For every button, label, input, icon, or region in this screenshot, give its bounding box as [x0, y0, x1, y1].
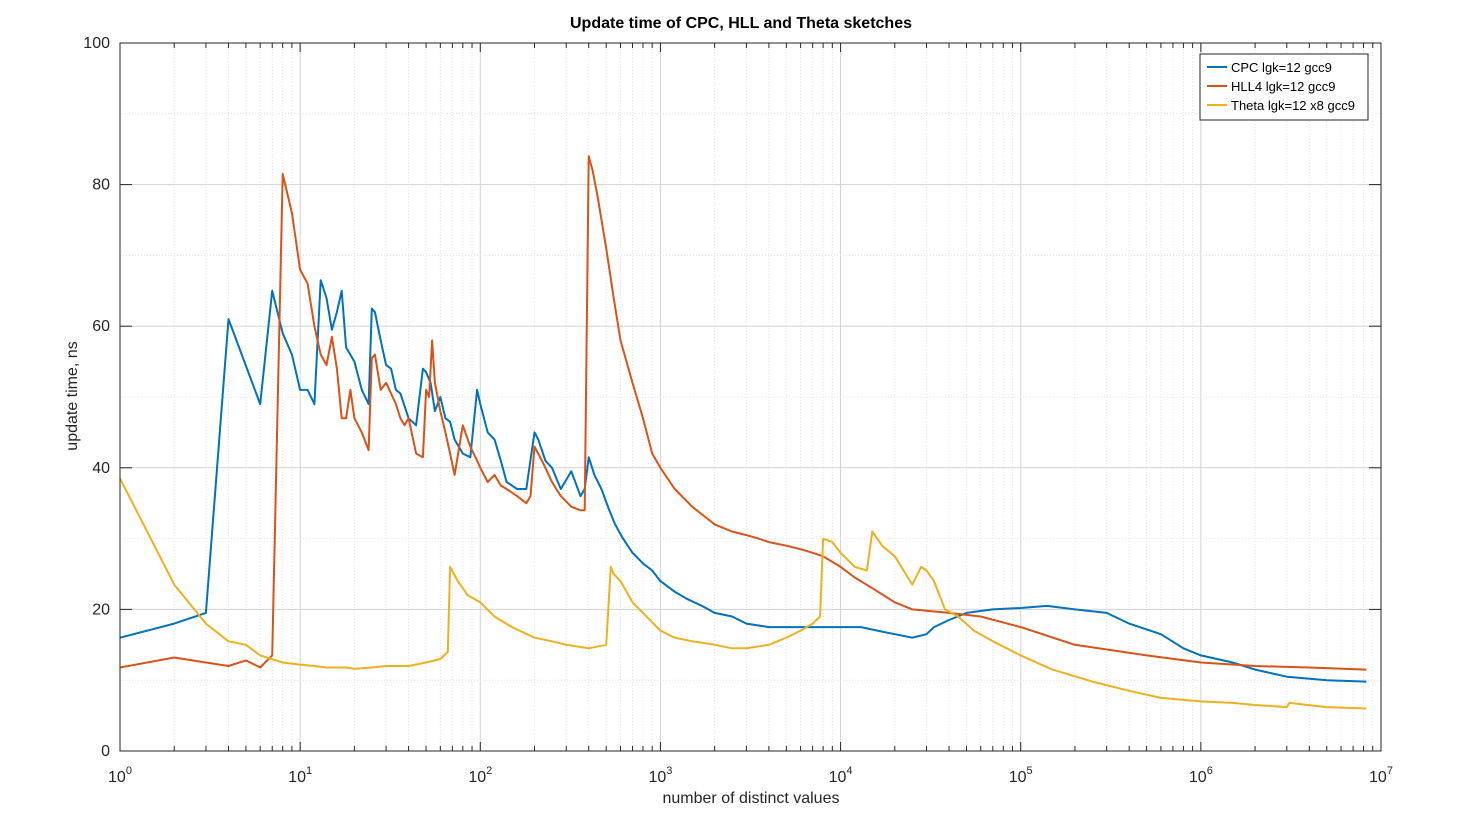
x-tick-label-base: 10 [468, 769, 486, 786]
x-tick-label-base: 10 [1189, 769, 1207, 786]
x-tick-label: 101 [288, 765, 312, 786]
x-tick-label-exponent: 6 [1207, 765, 1213, 777]
x-tick-label: 106 [1189, 765, 1213, 786]
x-tick-label-exponent: 5 [1027, 765, 1033, 777]
legend-label: HLL4 lgk=12 gcc9 [1231, 79, 1335, 94]
x-tick-label: 102 [468, 765, 492, 786]
y-axis-label: update time, ns [64, 341, 81, 450]
ticks [120, 43, 1381, 751]
x-tick-label: 105 [1009, 765, 1033, 786]
series-line-3 [119, 477, 1367, 710]
x-tick-label: 103 [648, 765, 672, 786]
x-tick-label: 100 [108, 765, 132, 786]
x-tick-label-base: 10 [288, 769, 306, 786]
x-tick-label-exponent: 0 [126, 765, 132, 777]
legend: CPC lgk=12 gcc9 HLL4 lgk=12 gcc9 Theta lgk… [1199, 53, 1369, 121]
x-tick-label-base: 10 [829, 769, 847, 786]
y-tick-label: 80 [92, 177, 110, 194]
x-tick-label-base: 10 [1369, 769, 1387, 786]
series-line-1 [119, 279, 1367, 683]
x-tick-label: 104 [829, 765, 853, 786]
y-tick-label: 20 [92, 601, 110, 618]
x-tick-label-base: 10 [108, 769, 126, 786]
x-tick-label-exponent: 7 [1387, 765, 1393, 777]
y-tick-label: 60 [92, 318, 110, 335]
series-line-2 [119, 155, 1367, 671]
legend-label: Theta lgk=12 x8 gcc9 [1231, 98, 1355, 113]
x-tick-label-base: 10 [1009, 769, 1027, 786]
legend-label: CPC lgk=12 gcc9 [1231, 60, 1332, 75]
x-tick-labels: 100 101 102 103 104 105 106 107 [108, 765, 1393, 786]
x-tick-label-base: 10 [648, 769, 666, 786]
y-tick-label: 0 [101, 743, 110, 760]
x-tick-label-exponent: 4 [846, 765, 852, 777]
chart-title: Update time of CPC, HLL and Theta sketch… [570, 15, 912, 32]
x-tick-label: 107 [1369, 765, 1393, 786]
grid [120, 43, 1381, 751]
y-tick-label: 40 [92, 460, 110, 477]
legend-box [1199, 53, 1369, 121]
y-tick-labels: 0 20 40 60 80 100 [83, 35, 110, 760]
x-tick-label-exponent: 2 [486, 765, 492, 777]
x-tick-label-exponent: 1 [306, 765, 312, 777]
y-tick-label: 100 [83, 35, 110, 52]
x-axis-label: number of distinct values [663, 790, 840, 807]
series-layer [119, 155, 1367, 710]
x-tick-label-exponent: 3 [666, 765, 672, 777]
axes-box [119, 42, 1382, 752]
